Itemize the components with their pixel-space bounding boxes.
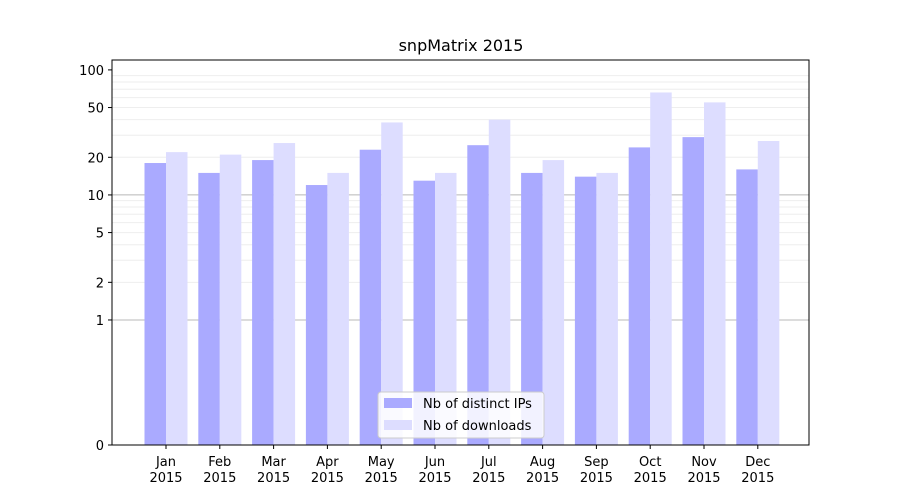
bar bbox=[467, 145, 489, 445]
bar bbox=[542, 160, 565, 445]
x-axis: Jan 2015 Feb 2015 Mar 2015 Apr 2015 May 2015 Jun 20… bbox=[149, 445, 774, 486]
bar bbox=[628, 147, 651, 446]
bar bbox=[682, 137, 704, 445]
x-tick-label: Jan 2015 bbox=[149, 455, 182, 486]
bar bbox=[574, 176, 597, 445]
legend-box bbox=[377, 391, 545, 439]
x-tick-label: Dec 2015 bbox=[741, 455, 774, 486]
bar bbox=[521, 172, 543, 445]
bar bbox=[252, 160, 274, 445]
bar bbox=[596, 172, 618, 445]
legend-label-ips: Nb of distinct IPs bbox=[423, 397, 532, 412]
y-tick-label: 20 bbox=[87, 151, 104, 166]
x-tick-label: May 2015 bbox=[365, 455, 398, 486]
y-tick-label: 2 bbox=[96, 276, 104, 291]
x-tick-label: Feb 2015 bbox=[203, 455, 236, 486]
x-tick-label: Mar 2015 bbox=[257, 455, 290, 486]
chart-title: snpMatrix 2015 bbox=[399, 36, 524, 55]
y-tick-label: 100 bbox=[79, 64, 104, 79]
bar bbox=[359, 149, 382, 446]
bar bbox=[198, 172, 220, 445]
y-tick-label: 10 bbox=[87, 189, 104, 204]
bar bbox=[305, 185, 328, 445]
legend: Nb of distinct IPs Nb of downloads bbox=[377, 391, 545, 439]
bar bbox=[381, 122, 403, 445]
legend-swatch-ips bbox=[384, 398, 412, 408]
bar bbox=[650, 92, 672, 446]
x-tick-label: Jul 2015 bbox=[472, 455, 505, 486]
y-tick-label: 50 bbox=[87, 102, 104, 117]
x-tick-label: Aug 2015 bbox=[526, 455, 559, 486]
bar bbox=[704, 102, 726, 445]
bar bbox=[488, 119, 511, 446]
bar bbox=[757, 140, 780, 445]
x-tick-label: Sep 2015 bbox=[580, 455, 613, 486]
x-tick-label: Jun 2015 bbox=[418, 455, 451, 486]
plot-frame bbox=[111, 59, 810, 446]
bar bbox=[435, 172, 457, 445]
y-tick-label: 1 bbox=[96, 314, 104, 329]
x-tick-label: Nov 2015 bbox=[687, 455, 720, 486]
x-tick-label: Oct 2015 bbox=[634, 455, 667, 486]
y-tick-label: 5 bbox=[96, 227, 104, 242]
bar bbox=[166, 152, 188, 445]
y-tick-label: 0 bbox=[96, 439, 104, 454]
legend-swatch-downloads bbox=[384, 420, 412, 430]
y-axis: 0 1 2 5 10 20 50 100 bbox=[79, 64, 112, 454]
legend-label-downloads: Nb of downloads bbox=[423, 419, 532, 434]
bar bbox=[327, 172, 349, 445]
bar bbox=[144, 163, 166, 445]
bar bbox=[273, 143, 296, 445]
bars bbox=[144, 92, 780, 446]
x-tick-label: Apr 2015 bbox=[311, 455, 344, 486]
bar bbox=[736, 169, 758, 445]
bar bbox=[413, 180, 435, 445]
bar bbox=[219, 154, 242, 446]
